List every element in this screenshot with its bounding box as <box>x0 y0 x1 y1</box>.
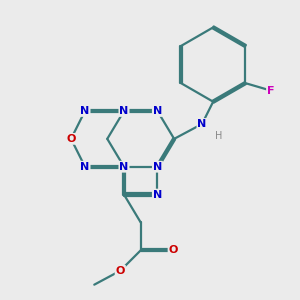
Text: F: F <box>267 85 274 96</box>
Text: N: N <box>80 106 90 116</box>
Text: O: O <box>116 266 125 276</box>
Text: H: H <box>215 131 222 141</box>
Text: N: N <box>153 162 162 172</box>
Text: N: N <box>197 119 207 129</box>
Text: N: N <box>153 190 162 200</box>
Text: N: N <box>119 106 129 116</box>
Text: N: N <box>80 162 90 172</box>
Text: N: N <box>153 106 162 116</box>
Text: O: O <box>66 134 76 144</box>
Text: N: N <box>119 162 129 172</box>
Text: O: O <box>169 245 178 255</box>
